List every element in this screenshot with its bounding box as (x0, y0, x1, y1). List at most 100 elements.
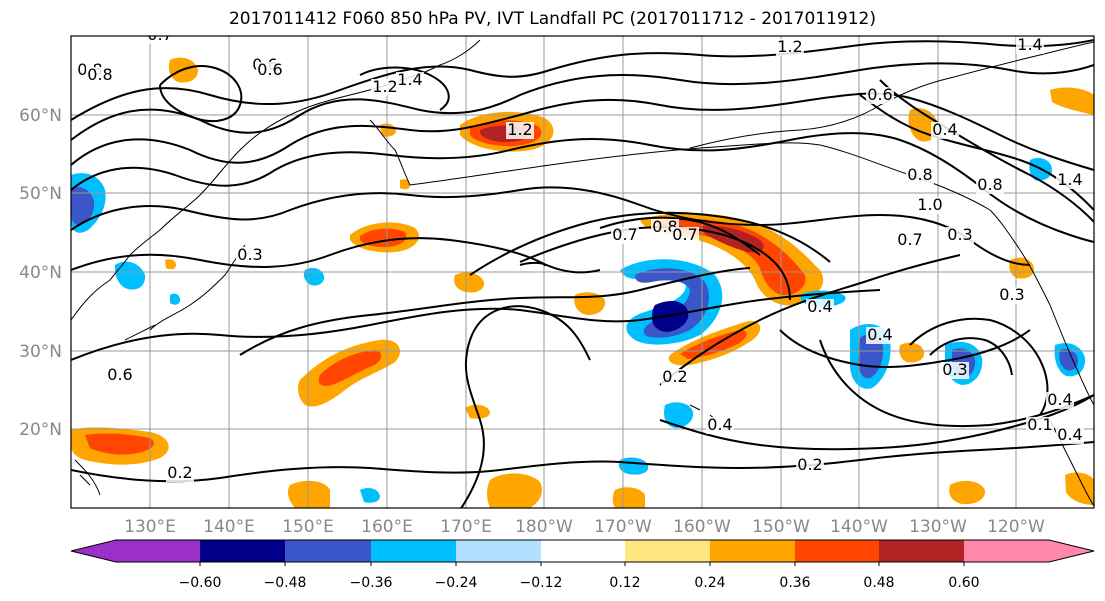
lon-tick-label: 120°W (987, 517, 1045, 537)
shaded-anomaly (664, 402, 694, 428)
colorbar-segment (879, 540, 964, 562)
lat-tick-label: 40°N (19, 263, 62, 283)
gridlines (71, 36, 1094, 508)
coastline-philippines (74, 459, 101, 496)
lon-tick-label: 130°W (909, 517, 967, 537)
lon-tick-label: 170°W (594, 517, 652, 537)
contour-label: 0.4 (807, 297, 832, 316)
contour-label: 0.3 (237, 245, 262, 264)
contour-label: 1.4 (397, 70, 422, 89)
contour-label-bg (611, 227, 639, 244)
lon-tick-label: 170°E (440, 517, 492, 537)
contour-label: 1.2 (372, 77, 397, 96)
coastline-japan (149, 244, 246, 331)
colorbar-segment (116, 540, 200, 562)
colorbar-tick-label: −0.60 (179, 575, 222, 591)
contour-labels: 0.70.80.61.21.41.21.00.80.70.60.70.80.40… (76, 25, 1084, 482)
contour-label-bg (866, 327, 894, 344)
contour-label-bg (506, 122, 534, 139)
contour-label: 0.8 (907, 165, 932, 184)
contour-label: 0.6 (257, 60, 282, 79)
colorbar-tick-label: 0.36 (779, 575, 810, 591)
colorbar-tick-label: 0.12 (609, 575, 640, 591)
latitude-labels: 60°N 50°N 40°N 30°N 20°N (19, 106, 62, 440)
colorbar-extend-low (71, 540, 116, 562)
colorbar-tick-label: 0.24 (694, 575, 725, 591)
contour-label-bg (998, 287, 1026, 304)
contour-label-bg (896, 232, 924, 249)
colorbar-tick-label: −0.36 (350, 575, 393, 591)
lon-tick-label: 150°W (752, 517, 810, 537)
contour-label: 0.2 (662, 367, 687, 386)
colorbar-tick-label: −0.48 (264, 575, 307, 591)
colorbar-segment (371, 540, 456, 562)
lat-tick-label: 50°N (19, 184, 62, 204)
contour-label: 0.7 (147, 25, 172, 44)
shaded-anomaly (85, 433, 154, 455)
contour-label-bg (166, 465, 194, 482)
contour-label-bg (976, 177, 1004, 194)
lat-tick-label: 20°N (19, 420, 62, 440)
colorbar-segment (285, 540, 371, 562)
contour-label-bg (1056, 172, 1084, 189)
colorbar-tick-labels: −0.60 −0.48 −0.36 −0.24 −0.12 0.12 0.24 0.36 0.4… (179, 562, 980, 591)
lon-tick-label: 180°W (515, 517, 573, 537)
shaded-anomaly (949, 480, 986, 505)
contour-label: 0.7 (612, 225, 637, 244)
shaded-anomaly (114, 261, 146, 290)
lon-tick-label: 160°E (361, 517, 413, 537)
contour-label: 0.4 (707, 415, 732, 434)
contour-label-bg (1056, 427, 1084, 444)
shaded-anomaly (454, 272, 485, 293)
contour-label-bg (1026, 417, 1054, 434)
shaded-anomaly (655, 218, 806, 296)
lon-tick-label: 140°W (830, 517, 888, 537)
lat-tick-label: 60°N (19, 106, 62, 126)
contour-label-bg (796, 457, 824, 474)
lon-tick-label: 150°E (282, 517, 334, 537)
contour-label-bg (1046, 392, 1074, 409)
shaded-anomaly (165, 259, 176, 270)
contour-label: 0.6 (867, 85, 892, 104)
contour-label: 0.1 (1027, 415, 1052, 434)
contour-label-bg (396, 72, 424, 89)
contour-label: 1.2 (777, 37, 802, 56)
contour-label: 0.4 (867, 325, 892, 344)
contour-label-bg (106, 367, 134, 384)
map-frame (70, 35, 1095, 509)
colorbar-segment (964, 540, 1049, 562)
contour-label-bg (86, 67, 114, 84)
colorbar-segment (625, 540, 710, 562)
contour-label: 0.6 (107, 365, 132, 384)
contour-label: 1.2 (507, 120, 532, 139)
lon-tick-label: 130°E (124, 517, 176, 537)
colorbar-segment (200, 540, 285, 562)
contour-label-bg (146, 36, 174, 44)
shaded-anomaly (1050, 87, 1094, 115)
shaded-anomaly (318, 350, 382, 386)
shaded-anomaly (400, 179, 410, 190)
contour-label: 1.4 (1057, 170, 1082, 189)
contour-label-bg (671, 227, 699, 244)
lon-tick-label: 140°E (203, 517, 255, 537)
contour-label-bg (946, 227, 974, 244)
contour-label: 0.3 (999, 285, 1024, 304)
contour-label: 0.7 (897, 230, 922, 249)
lat-tick-label: 30°N (19, 342, 62, 362)
contour-label: 1.4 (1017, 35, 1042, 54)
colorbar-extend-high (1049, 540, 1094, 562)
coastline-japan-south (124, 324, 156, 341)
shaded-anomaly (899, 342, 925, 363)
shaded-anomaly (360, 488, 380, 503)
contour-label-bg (661, 369, 689, 386)
shaded-anomaly (1065, 472, 1094, 505)
colorbar-segment (541, 540, 625, 562)
shaded-anomaly (652, 300, 689, 332)
contour-label: 0.4 (1057, 425, 1082, 444)
contour-label-bg (1016, 37, 1044, 54)
contour-label-bg (776, 39, 804, 56)
shaded-anomaly (612, 487, 645, 508)
contour-label-bg (371, 79, 399, 96)
contour-label-bg (706, 417, 734, 434)
